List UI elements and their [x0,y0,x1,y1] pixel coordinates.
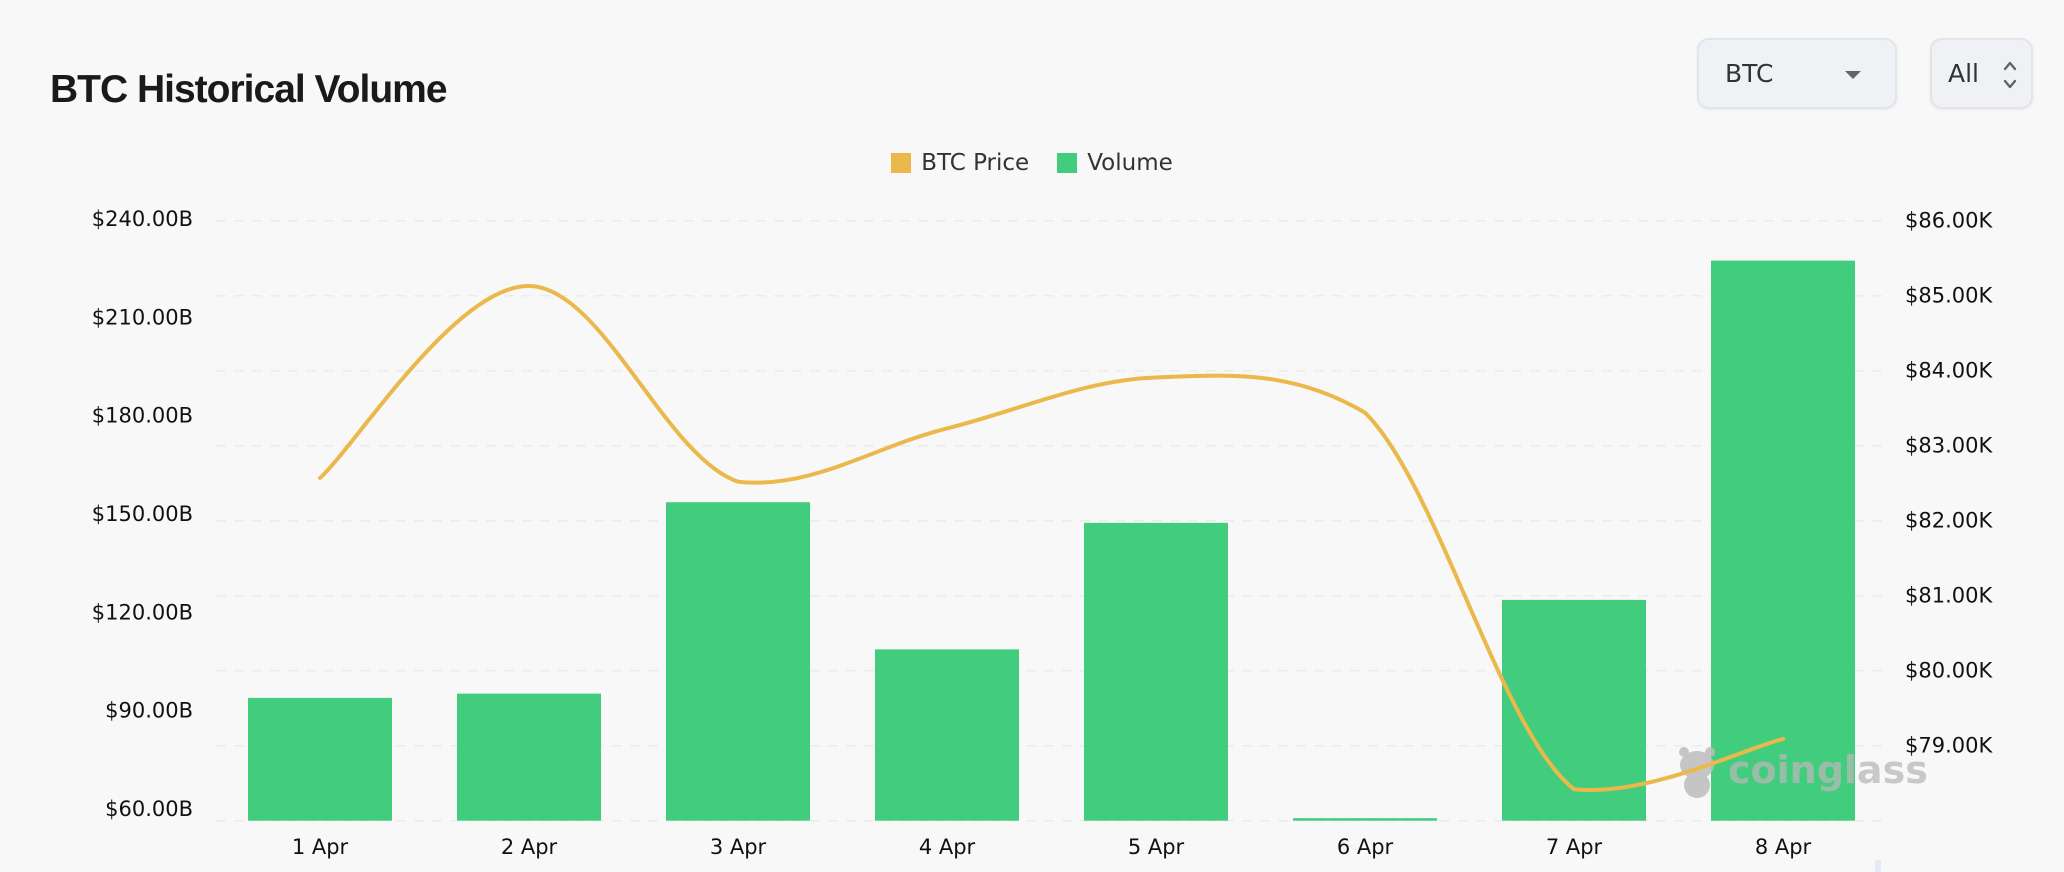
right-axis-tick: $79.00K [1905,734,1993,758]
volume-bar[interactable] [457,693,601,821]
chart-legend: BTC Price Volume [0,150,2064,176]
volume-bar[interactable] [248,697,392,821]
range-select[interactable]: All [1930,38,2033,109]
right-axis-tick: $83.00K [1905,434,1993,458]
x-axis-tick: 7 Apr [1546,835,1603,859]
right-axis-tick: $86.00K [1905,209,1993,233]
watermark-text: coinglass [1728,748,1928,792]
x-axis-tick: 4 Apr [919,835,976,859]
page-title: BTC Historical Volume [50,68,448,111]
legend-item-btc-price[interactable]: BTC Price [891,150,1029,176]
left-axis-tick: $150.00B [92,502,193,526]
coin-select-value: BTC [1725,59,1774,88]
x-axis-tick: 6 Apr [1337,835,1394,859]
coinglass-mascot-icon [1679,747,1715,798]
coinglass-watermark: coinglass [1679,747,1928,798]
right-axis-price: $86.00K $85.00K $84.00K $83.00K $82.00K $81.0… [1905,209,1993,758]
legend-swatch-volume [1057,153,1078,173]
chevron-up-down-icon [2003,61,2017,89]
right-axis-tick: $85.00K [1905,284,1993,308]
volume-bar[interactable] [1293,818,1437,821]
x-axis-dates: 1 Apr 2 Apr 3 Apr 4 Apr 5 Apr 6 Apr 7 Apr 8 Apr [292,835,1812,859]
legend-label-btc-price: BTC Price [921,150,1030,176]
btc-price-line [318,283,1785,793]
volume-bar[interactable] [1502,599,1646,821]
right-axis-tick: $81.00K [1905,584,1993,608]
left-axis-tick: $210.00B [92,305,193,329]
range-select-value: All [1948,59,1979,88]
right-axis-tick: $84.00K [1905,359,1993,383]
scrollbar-thumb[interactable] [1875,860,1881,872]
x-axis-tick: 1 Apr [292,835,349,859]
right-axis-tick: $80.00K [1905,659,1993,683]
x-axis-tick: 5 Apr [1128,835,1185,859]
volume-bar[interactable] [1084,522,1228,821]
x-axis-tick: 2 Apr [501,835,558,859]
legend-label-volume: Volume [1087,150,1173,176]
caret-down-icon [1845,71,1861,79]
legend-item-volume[interactable]: Volume [1057,150,1173,176]
volume-bars [248,260,1855,821]
left-axis-tick: $90.00B [105,699,193,723]
left-axis-tick: $60.00B [105,797,193,821]
volume-bar[interactable] [1711,260,1855,821]
left-axis-tick: $180.00B [92,404,193,428]
volume-bar[interactable] [875,649,1019,821]
x-axis-tick: 8 Apr [1755,835,1812,859]
left-axis-tick: $120.00B [92,600,193,624]
left-axis-volume: $240.00B $210.00B $180.00B $150.00B $120.00B… [92,207,193,821]
volume-bar[interactable] [666,502,810,821]
x-axis-tick: 3 Apr [710,835,767,859]
legend-swatch-btc-price [891,153,912,173]
left-axis-tick: $240.00B [92,207,193,231]
right-axis-tick: $82.00K [1905,509,1993,533]
coin-select[interactable]: BTC [1697,38,1897,109]
